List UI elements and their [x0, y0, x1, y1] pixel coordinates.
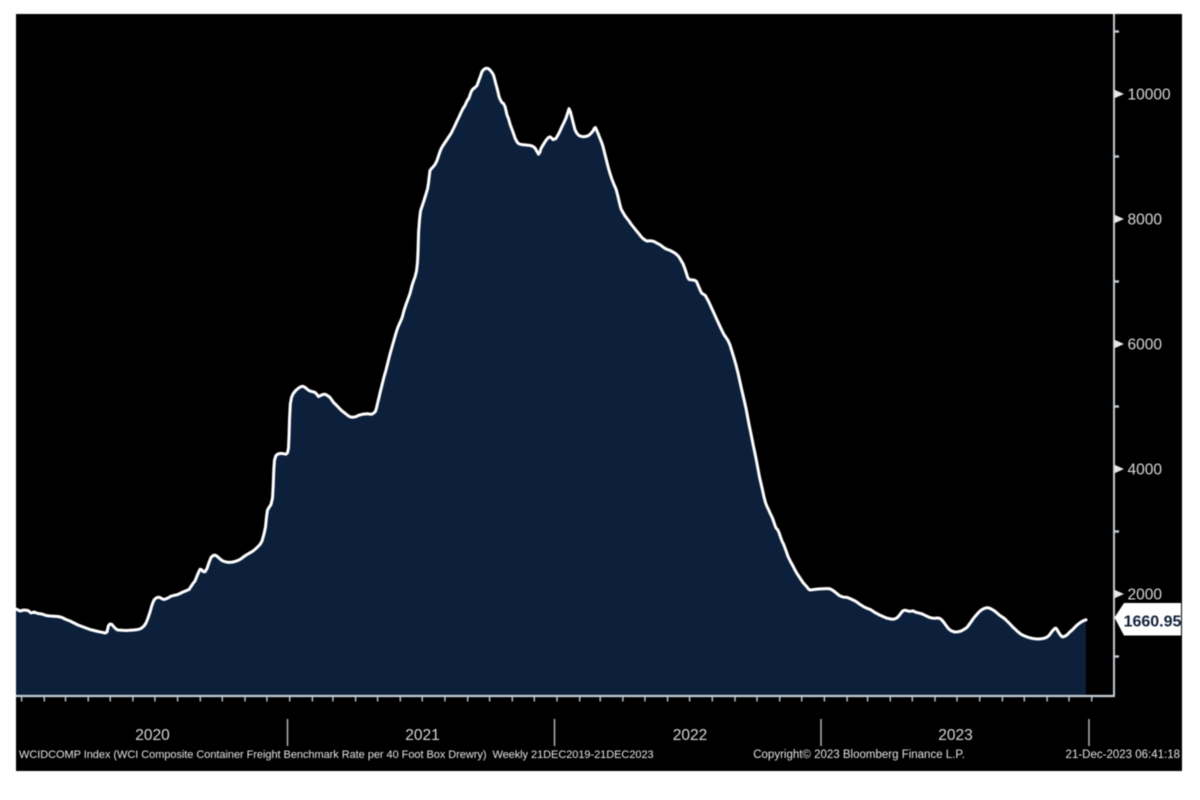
- svg-text:8000: 8000: [1128, 212, 1163, 229]
- svg-text:2022: 2022: [673, 727, 707, 744]
- svg-text:2020: 2020: [135, 727, 170, 744]
- svg-text:2000: 2000: [1128, 587, 1163, 604]
- svg-text:1660.95: 1660.95: [1124, 614, 1182, 631]
- svg-text:2023: 2023: [938, 727, 972, 744]
- svg-text:2021: 2021: [405, 727, 439, 744]
- svg-text:Copyright© 2023 Bloomberg Fina: Copyright© 2023 Bloomberg Finance L.P.: [753, 749, 965, 761]
- svg-text:WCIDCOMP Index (WCI Composite: WCIDCOMP Index (WCI Composite Container …: [19, 749, 654, 761]
- svg-text:4000: 4000: [1128, 462, 1163, 479]
- svg-text:21-Dec-2023 06:41:18: 21-Dec-2023 06:41:18: [1066, 749, 1180, 761]
- svg-text:10000: 10000: [1128, 87, 1171, 104]
- svg-text:6000: 6000: [1128, 337, 1163, 354]
